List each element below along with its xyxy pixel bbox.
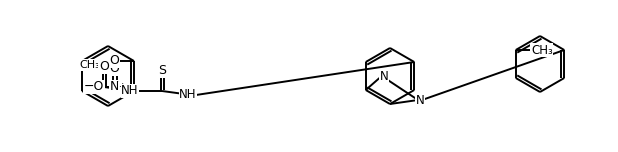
Text: CH₃: CH₃ (531, 43, 552, 57)
Text: CH₃: CH₃ (80, 60, 100, 70)
Text: S: S (158, 64, 166, 78)
Text: O: O (109, 62, 119, 76)
Text: NH: NH (121, 85, 139, 97)
Text: N: N (416, 93, 425, 107)
Text: O: O (109, 55, 119, 67)
Text: NH: NH (179, 88, 197, 102)
Text: −O: −O (84, 81, 104, 93)
Text: +: + (118, 82, 125, 91)
Text: N: N (109, 81, 119, 93)
Text: N: N (379, 69, 388, 83)
Text: O: O (99, 60, 109, 74)
